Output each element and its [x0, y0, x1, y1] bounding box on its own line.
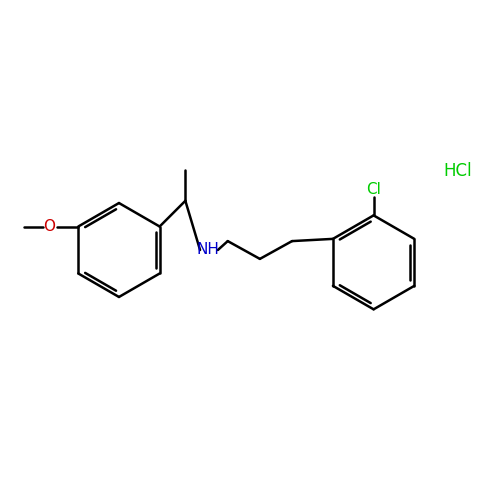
Text: HCl: HCl	[444, 162, 472, 180]
Text: Cl: Cl	[366, 182, 381, 197]
Text: O: O	[44, 219, 56, 234]
Text: NH: NH	[196, 242, 220, 258]
